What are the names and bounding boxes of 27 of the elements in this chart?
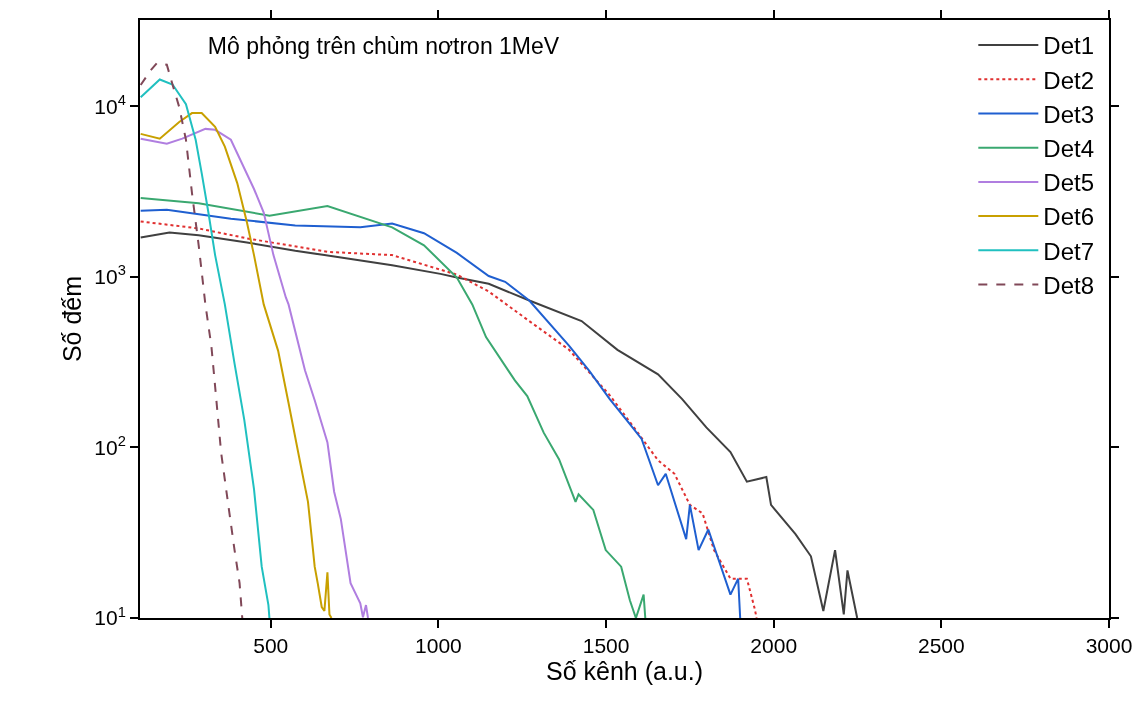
legend-label: Det2 <box>1043 66 1095 94</box>
y-axis-title: Số đếm <box>57 275 86 363</box>
x-tick-label: 2000 <box>750 634 798 658</box>
legend-label: Det8 <box>1043 271 1095 299</box>
legend-label: Det7 <box>1043 237 1095 265</box>
y-tick-label: 10$^{2}$ <box>94 432 126 459</box>
line-series <box>140 196 647 618</box>
legend-label: Det6 <box>1043 203 1095 231</box>
x-tick-label: 3000 <box>1085 634 1133 658</box>
x-axis-title: Số kênh (a.u.) <box>545 657 704 686</box>
line-series <box>140 127 369 618</box>
line-series <box>140 112 333 618</box>
x-tick-label: 2500 <box>917 634 965 658</box>
y-tick-label: 10$^{1}$ <box>94 603 126 630</box>
legend-label: Det1 <box>1043 32 1095 60</box>
y-tick-label: 10$^{4}$ <box>94 91 126 118</box>
y-tick-label: 10$^{3}$ <box>94 262 126 289</box>
legend-label: Det3 <box>1043 100 1095 128</box>
x-tick-label: 1000 <box>415 634 462 658</box>
line-series <box>140 231 859 618</box>
text: Mô phỏng trên chùm nơtron 1MeV <box>207 33 560 60</box>
line-series <box>140 78 271 618</box>
x-tick-label: 500 <box>253 634 289 658</box>
x-tick-label: 1500 <box>582 634 630 658</box>
legend-label: Det5 <box>1043 169 1095 197</box>
legend-label: Det4 <box>1043 135 1095 163</box>
line-series <box>140 61 244 618</box>
